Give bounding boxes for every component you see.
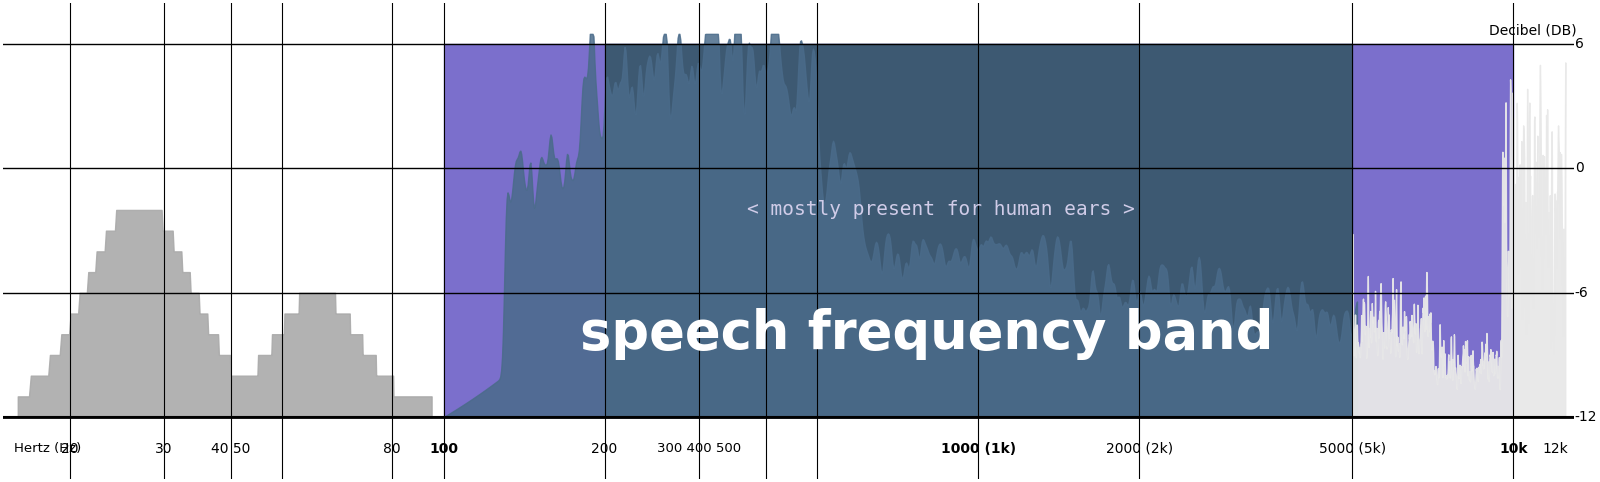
Bar	[605, 44, 1352, 417]
Text: speech frequency band: speech frequency band	[579, 308, 1274, 360]
Text: -12: -12	[1574, 410, 1597, 424]
Text: 40 50: 40 50	[211, 442, 250, 456]
Text: 20: 20	[61, 442, 78, 456]
Text: Decibel (DB): Decibel (DB)	[1490, 24, 1576, 38]
Text: -6: -6	[1574, 286, 1589, 300]
Text: 30: 30	[155, 442, 173, 456]
Text: 10k: 10k	[1499, 442, 1528, 456]
Text: 0: 0	[1574, 161, 1584, 175]
Text: 6: 6	[1574, 37, 1584, 51]
Text: 1000 (1k): 1000 (1k)	[941, 442, 1016, 456]
Text: 100: 100	[429, 442, 458, 456]
Text: 80: 80	[382, 442, 400, 456]
Text: Hertz (Hz): Hertz (Hz)	[14, 442, 82, 455]
Text: 12k: 12k	[1542, 442, 1568, 456]
Text: 5000 (5k): 5000 (5k)	[1318, 442, 1386, 456]
Bar	[443, 44, 1514, 417]
Text: 200: 200	[592, 442, 618, 456]
Text: < mostly present for human ears >: < mostly present for human ears >	[747, 201, 1134, 219]
Text: 300 400 500: 300 400 500	[656, 442, 741, 455]
Text: 2000 (2k): 2000 (2k)	[1106, 442, 1173, 456]
